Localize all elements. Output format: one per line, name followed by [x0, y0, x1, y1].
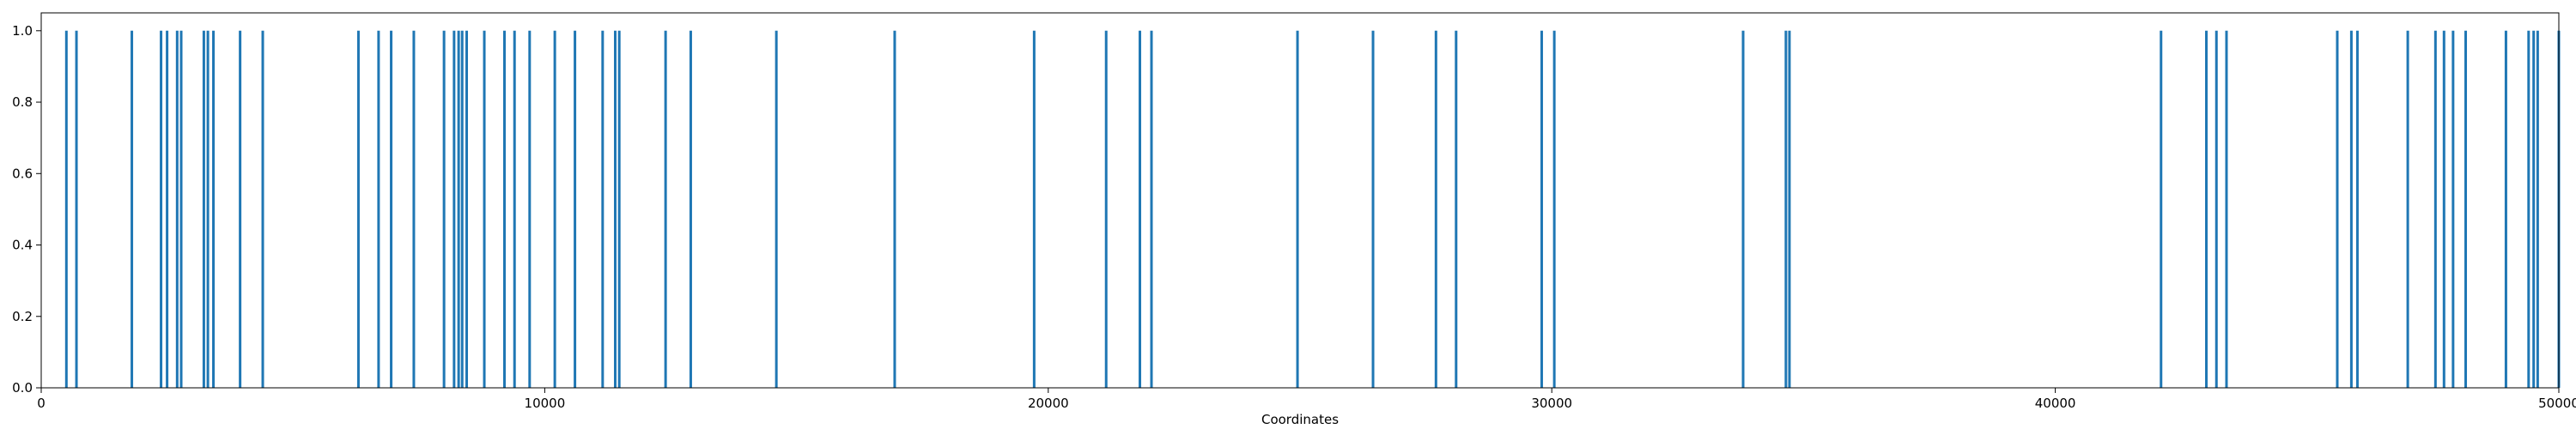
bar-series: [64, 30, 2561, 388]
x-tick-label: 50000: [2538, 396, 2576, 411]
y-axis-ticks: 0.0 0.2 0.4 0.6 0.8 1.0: [12, 23, 41, 396]
y-tick-label: 0.8: [12, 94, 33, 110]
x-axis-label: Coordinates: [1261, 412, 1339, 427]
x-tick-label: 40000: [2035, 396, 2076, 411]
x-tick-label: 20000: [1028, 396, 1069, 411]
x-tick-label: 0: [37, 396, 46, 411]
x-tick-label: 30000: [1531, 396, 1572, 411]
y-tick-label: 0.0: [12, 380, 33, 396]
y-tick-label: 0.6: [12, 166, 33, 181]
plot-frame: [40, 12, 2560, 389]
x-tick-label: 10000: [525, 396, 566, 411]
y-tick-label: 0.4: [12, 238, 33, 253]
y-tick-label: 0.2: [12, 309, 33, 324]
y-tick-label: 1.0: [12, 23, 33, 39]
x-axis-ticks: 0 10000 20000 30000 40000 50000: [37, 388, 2576, 411]
